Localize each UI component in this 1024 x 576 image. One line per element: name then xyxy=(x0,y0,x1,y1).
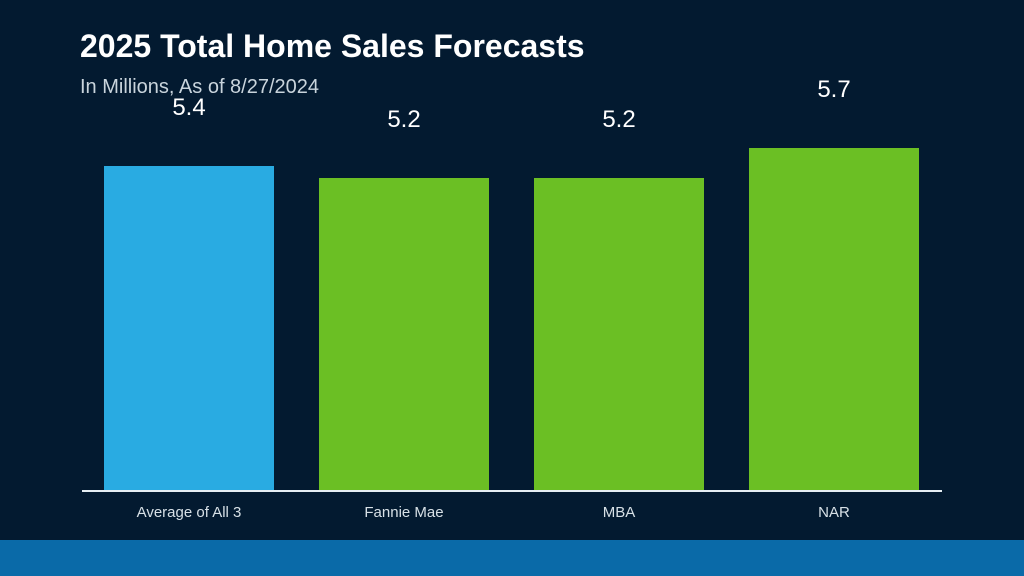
bar-value-label: 5.4 xyxy=(104,94,274,130)
x-axis-label: Fannie Mae xyxy=(319,504,489,521)
bar xyxy=(319,178,489,490)
bar-group: 5.4 xyxy=(104,130,274,490)
bar xyxy=(534,178,704,490)
chart-title: 2025 Total Home Sales Forecasts xyxy=(80,28,585,65)
bar-value-label: 5.2 xyxy=(319,106,489,142)
bar-value-label: 5.7 xyxy=(749,76,919,112)
slide: 2025 Total Home Sales Forecasts In Milli… xyxy=(0,0,1024,576)
bar-group: 5.2 xyxy=(534,130,704,490)
bar-value-label: 5.2 xyxy=(534,106,704,142)
bar-group: 5.2 xyxy=(319,130,489,490)
bar xyxy=(749,148,919,490)
x-axis-baseline xyxy=(82,490,942,492)
x-axis-label: NAR xyxy=(749,504,919,521)
chart-area: 5.4 5.2 5.2 5.7 xyxy=(82,130,942,490)
x-axis-label: Average of All 3 xyxy=(104,504,274,521)
x-axis-label: MBA xyxy=(534,504,704,521)
bar xyxy=(104,166,274,490)
footer-strip xyxy=(0,540,1024,576)
bar-group: 5.7 xyxy=(749,130,919,490)
